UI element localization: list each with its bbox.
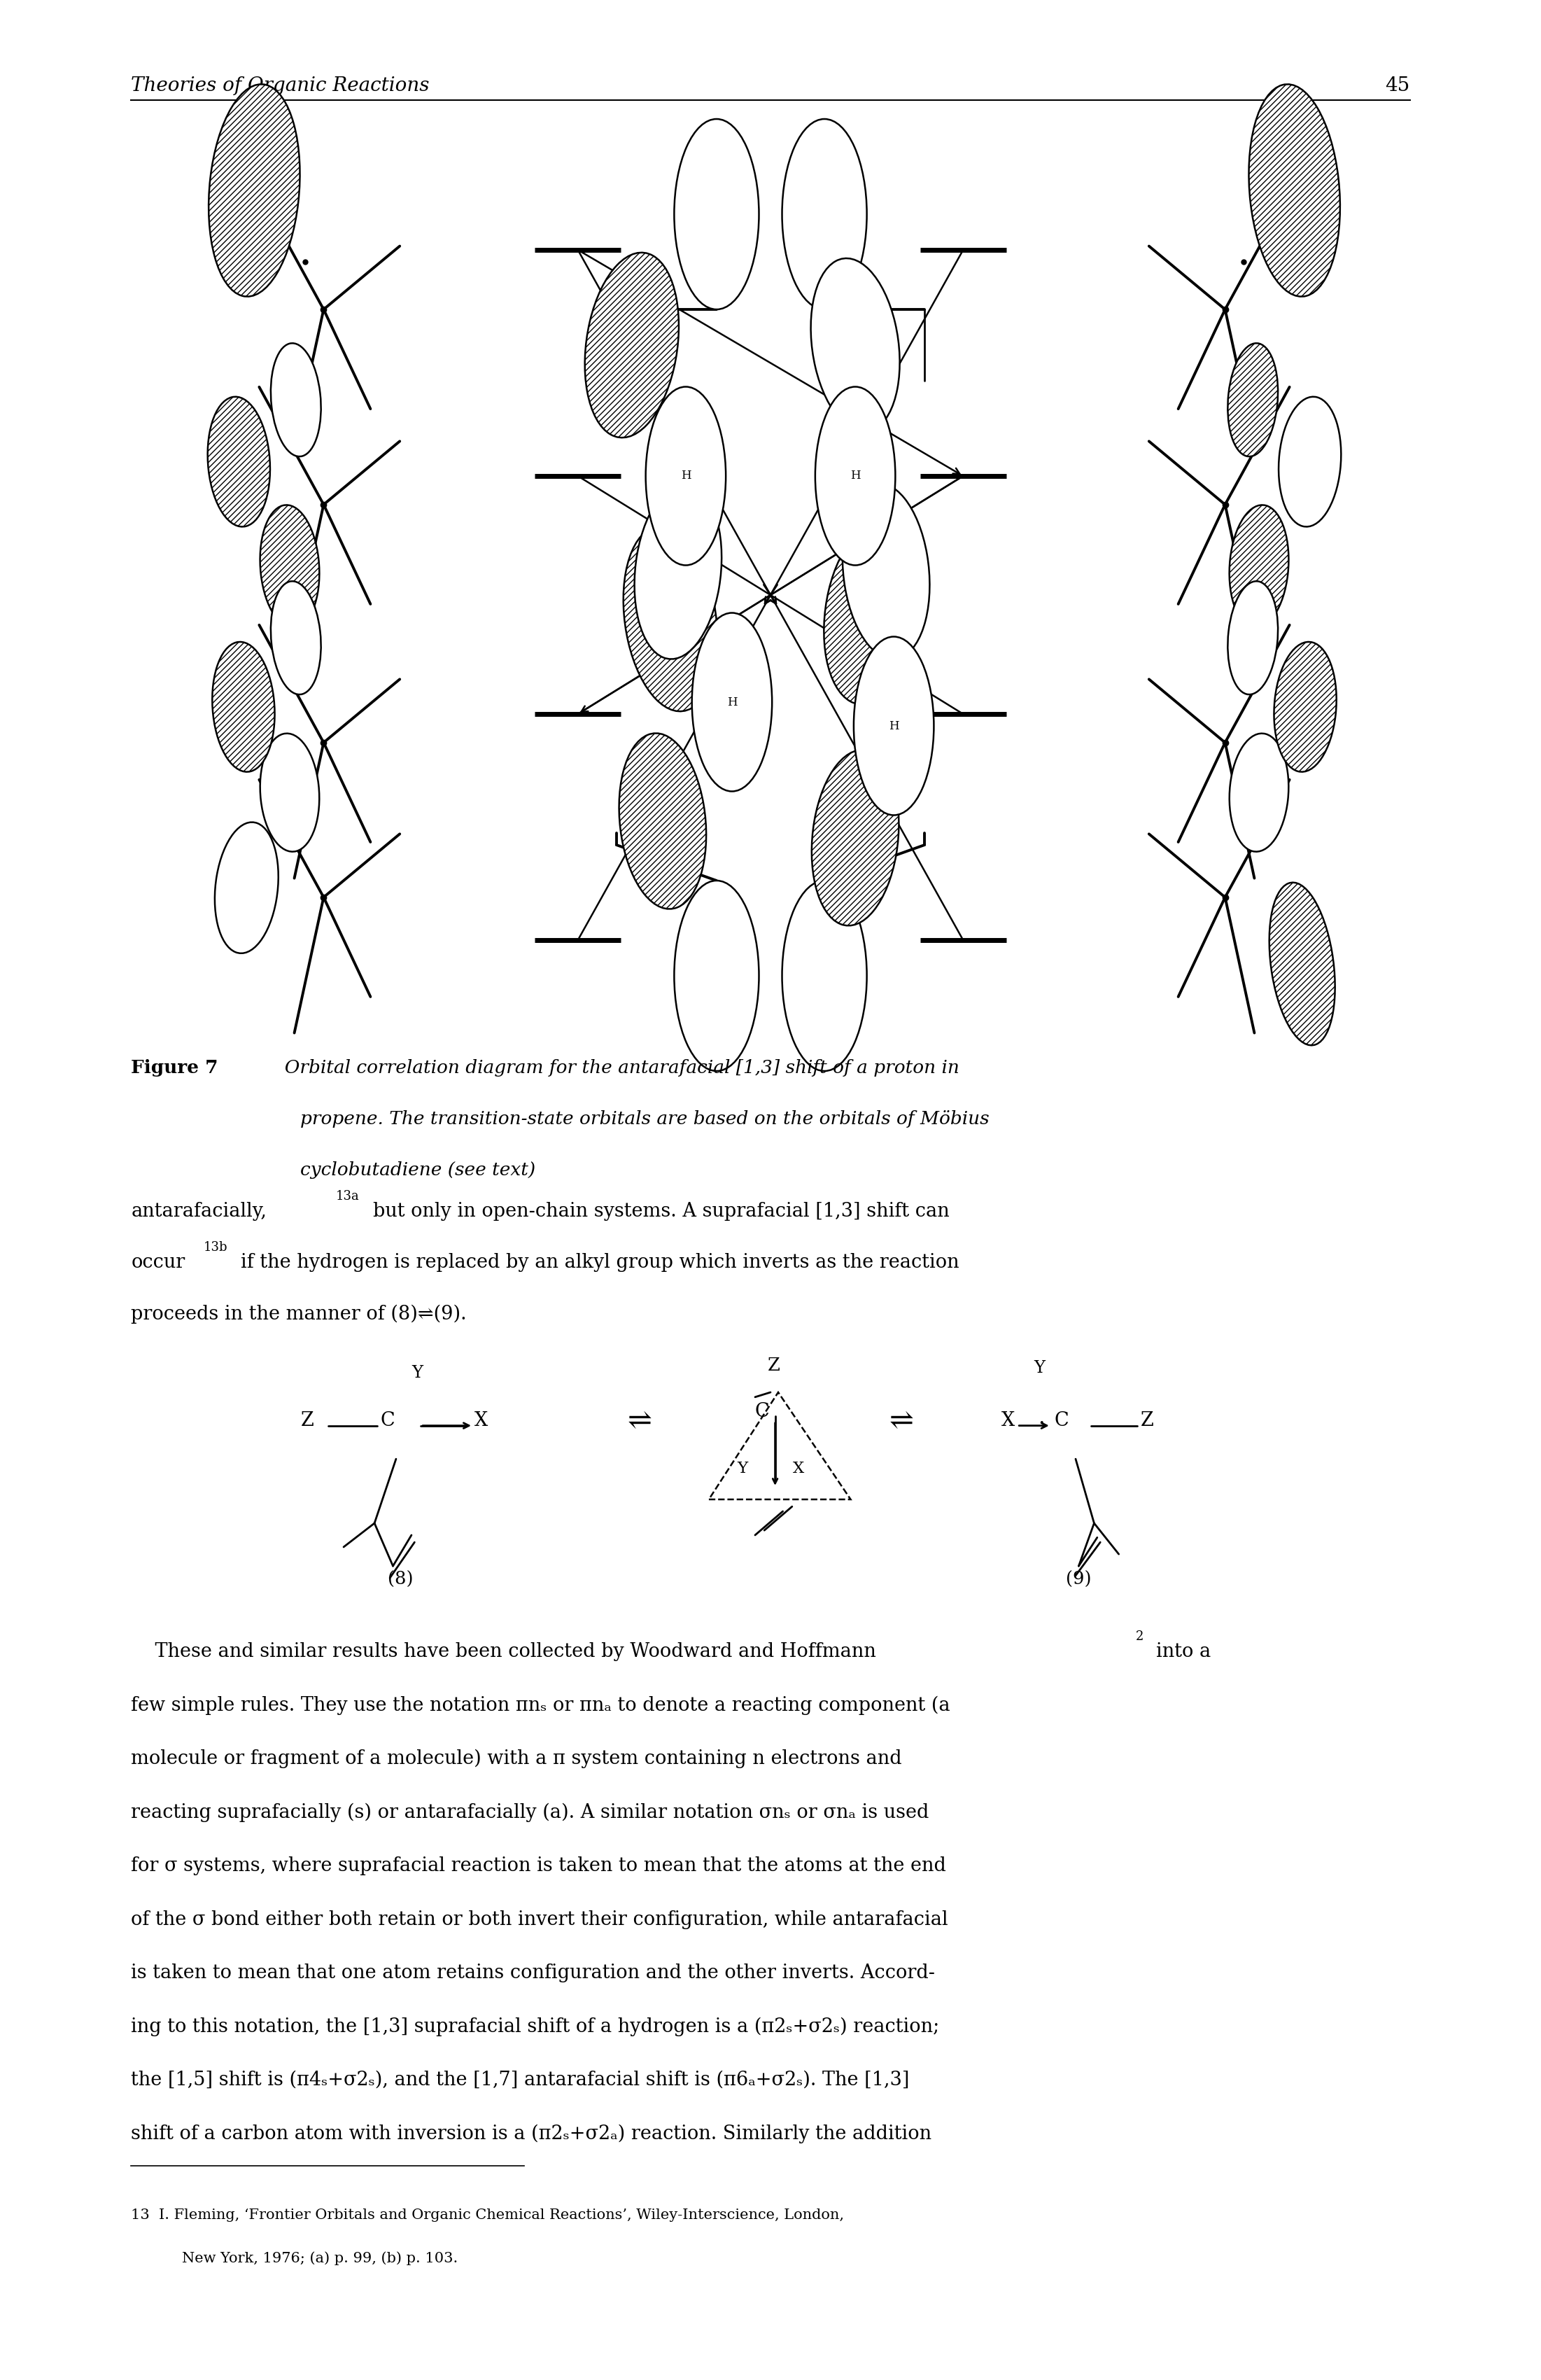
Ellipse shape	[208, 83, 300, 298]
Text: C: C	[1054, 1411, 1068, 1430]
Ellipse shape	[271, 581, 321, 695]
Ellipse shape	[1230, 505, 1288, 628]
Ellipse shape	[619, 733, 706, 909]
Ellipse shape	[208, 397, 270, 526]
Ellipse shape	[1228, 581, 1277, 695]
Text: Theories of Organic Reactions: Theories of Organic Reactions	[131, 76, 430, 95]
Ellipse shape	[213, 643, 274, 771]
Ellipse shape	[271, 343, 321, 457]
Ellipse shape	[824, 524, 917, 704]
Text: Z: Z	[300, 1411, 314, 1430]
Text: 13b: 13b	[203, 1242, 228, 1254]
Text: occur: occur	[131, 1254, 185, 1271]
Ellipse shape	[675, 881, 758, 1071]
Text: (9): (9)	[1066, 1571, 1091, 1587]
Ellipse shape	[624, 526, 717, 712]
Ellipse shape	[1248, 83, 1341, 298]
Ellipse shape	[260, 505, 319, 628]
Text: Z: Z	[1140, 1411, 1154, 1430]
Text: ⇌: ⇌	[627, 1407, 652, 1435]
Text: but only in open-chain systems. A suprafacial [1,3] shift can: but only in open-chain systems. A supraf…	[373, 1202, 949, 1221]
Ellipse shape	[1270, 883, 1335, 1045]
Text: shift of a carbon atom with inversion is a (π2ₛ+σ2ₐ) reaction. Similarly the add: shift of a carbon atom with inversion is…	[131, 2123, 932, 2144]
Ellipse shape	[783, 119, 868, 309]
Ellipse shape	[260, 733, 319, 852]
Text: cyclobutadiene (see text): cyclobutadiene (see text)	[300, 1161, 536, 1178]
Text: 45: 45	[1385, 76, 1410, 95]
Text: 13a: 13a	[336, 1190, 359, 1202]
Ellipse shape	[1230, 733, 1288, 852]
Text: X: X	[475, 1411, 488, 1430]
Ellipse shape	[783, 881, 868, 1071]
Text: Orbital correlation diagram for the antarafacial [1,3] shift of a proton in: Orbital correlation diagram for the anta…	[273, 1059, 959, 1076]
Text: These and similar results have been collected by Woodward and Hoffmann: These and similar results have been coll…	[131, 1642, 877, 1661]
Text: H: H	[681, 471, 690, 483]
Text: X: X	[1002, 1411, 1016, 1430]
Text: H: H	[889, 721, 898, 733]
Text: if the hydrogen is replaced by an alkyl group which inverts as the reaction: if the hydrogen is replaced by an alkyl …	[240, 1254, 959, 1271]
Text: 2: 2	[1136, 1630, 1143, 1642]
Ellipse shape	[214, 821, 279, 954]
Ellipse shape	[1279, 397, 1341, 526]
Text: for σ systems, where suprafacial reaction is taken to mean that the atoms at the: for σ systems, where suprafacial reactio…	[131, 1856, 946, 1875]
Ellipse shape	[854, 638, 934, 814]
Ellipse shape	[646, 388, 726, 566]
Text: few simple rules. They use the notation πnₛ or πnₐ to denote a reacting componen: few simple rules. They use the notation …	[131, 1697, 951, 1716]
Ellipse shape	[811, 259, 900, 431]
Ellipse shape	[1274, 643, 1336, 771]
Text: 13  I. Fleming, ‘Frontier Orbitals and Organic Chemical Reactions’, Wiley-Inters: 13 I. Fleming, ‘Frontier Orbitals and Or…	[131, 2209, 844, 2223]
Text: .: .	[1039, 1409, 1045, 1428]
Text: molecule or fragment of a molecule) with a π system containing n electrons and: molecule or fragment of a molecule) with…	[131, 1749, 901, 1768]
Ellipse shape	[815, 388, 895, 566]
Text: Y: Y	[411, 1366, 422, 1380]
Text: ⇌: ⇌	[889, 1407, 914, 1435]
Text: Y: Y	[738, 1461, 747, 1476]
Text: of the σ bond either both retain or both invert their configuration, while antar: of the σ bond either both retain or both…	[131, 1909, 948, 1928]
Text: reacting suprafacially (s) or antarafacially (a). A similar notation σnₛ or σnₐ : reacting suprafacially (s) or antarafaci…	[131, 1804, 929, 1823]
Text: H: H	[851, 471, 860, 483]
Ellipse shape	[1228, 343, 1277, 457]
Text: is taken to mean that one atom retains configuration and the other inverts. Acco: is taken to mean that one atom retains c…	[131, 1963, 935, 1983]
Text: the [1,5] shift is (π4ₛ+σ2ₛ), and the [1,7] antarafacial shift is (π6ₐ+σ2ₛ). The: the [1,5] shift is (π4ₛ+σ2ₛ), and the [1…	[131, 2071, 909, 2090]
Text: antarafacially,: antarafacially,	[131, 1202, 267, 1221]
Ellipse shape	[635, 483, 721, 659]
Text: New York, 1976; (a) p. 99, (b) p. 103.: New York, 1976; (a) p. 99, (b) p. 103.	[182, 2251, 458, 2266]
Text: H: H	[727, 697, 737, 709]
Text: (8): (8)	[388, 1571, 413, 1587]
Ellipse shape	[812, 750, 898, 926]
Text: Y: Y	[1034, 1361, 1045, 1376]
Text: ing to this notation, the [1,3] suprafacial shift of a hydrogen is a (π2ₛ+σ2ₛ) r: ing to this notation, the [1,3] suprafac…	[131, 2018, 940, 2037]
Text: Figure 7: Figure 7	[131, 1059, 219, 1076]
Ellipse shape	[843, 483, 929, 659]
Text: C: C	[381, 1411, 394, 1430]
Text: proceeds in the manner of (8)⇌(9).: proceeds in the manner of (8)⇌(9).	[131, 1304, 467, 1323]
Text: C: C	[755, 1402, 769, 1421]
Ellipse shape	[692, 614, 772, 790]
Ellipse shape	[675, 119, 758, 309]
Ellipse shape	[586, 252, 678, 438]
Text: X: X	[792, 1461, 804, 1476]
Text: propene. The transition-state orbitals are based on the orbitals of Möbius: propene. The transition-state orbitals a…	[300, 1109, 989, 1128]
Text: Z: Z	[767, 1357, 780, 1373]
Text: into a: into a	[1156, 1642, 1211, 1661]
